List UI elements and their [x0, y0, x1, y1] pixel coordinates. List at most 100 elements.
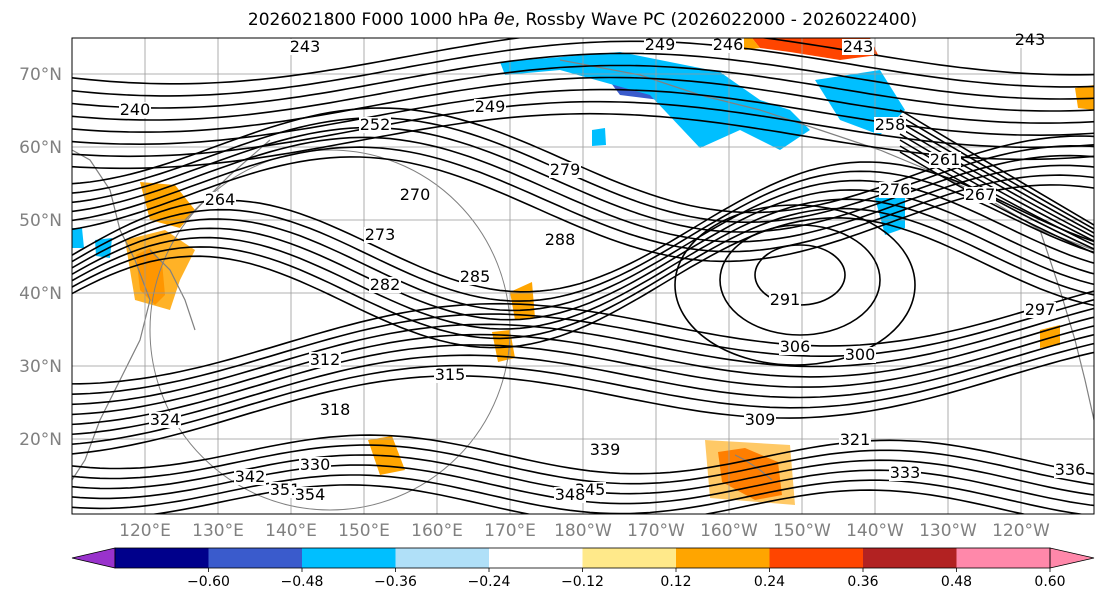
- contour-east-bundle-1: [899, 115, 1094, 230]
- colorbar-segment-1: [208, 548, 303, 568]
- colorbar-tick-label: 0.36: [847, 574, 878, 590]
- contour-label-bg: [554, 487, 586, 503]
- colorbar: −0.60 −0.48 −0.36 −0.24 −0.12 0.12 0.24 0.36 0.4…: [71, 547, 1095, 590]
- contour-label-bg: [269, 482, 301, 498]
- contour-label-bg: [289, 39, 321, 55]
- contour-label: 306: [780, 337, 811, 356]
- colorbar-tick-label: 0.60: [1034, 574, 1065, 590]
- contour-north-4: [72, 76, 1094, 133]
- lat-label: 20°N: [19, 430, 62, 450]
- lat-label: 60°N: [19, 138, 62, 158]
- map-title: 2026021800 F000 1000 hPa θe, Rossby Wave…: [0, 10, 1105, 30]
- colorbar-segment-7: [769, 548, 864, 568]
- contour-jet-5: [72, 207, 1094, 340]
- contour-label: 348: [555, 485, 586, 504]
- contour-label-bg: [929, 152, 961, 168]
- contour-tropical-5: [149, 484, 1027, 514]
- contour-label-bg: [889, 465, 921, 481]
- contour-label-bg: [549, 162, 581, 178]
- lat-label: 50°N: [19, 211, 62, 231]
- contour-label-bg: [434, 367, 466, 383]
- title-main: 2026021800 F000 1000 hPa: [247, 10, 494, 30]
- contour-label: 246: [713, 35, 744, 54]
- contour-label-bg: [1054, 462, 1086, 478]
- colorbar-tick-label: 0.48: [941, 574, 972, 590]
- contour-label: 270: [400, 185, 431, 204]
- title-rest: , Rossby Wave PC (2026022000 - 202602240…: [514, 10, 918, 30]
- contour-jet-4: [72, 198, 1094, 330]
- contour-subtropical-2: [72, 307, 1094, 406]
- contour-label-bg: [842, 39, 874, 55]
- contour-label-bg: [149, 412, 181, 428]
- contour-closed-low-outer: [674, 204, 916, 366]
- lon-label: 120°E: [119, 521, 171, 541]
- contour-label-group: 240 243 246 249 243 243 252 249 258 261 264 267 270 2…: [119, 30, 1086, 504]
- lon-label: 130°W: [919, 521, 977, 541]
- contour-label-bg: [294, 487, 326, 503]
- lon-label: 160°E: [411, 521, 463, 541]
- contour-label: 288: [545, 230, 576, 249]
- contour-jet-1: [72, 170, 1094, 302]
- colorbar-extend-min: [71, 547, 116, 569]
- contour-label: 249: [645, 35, 676, 54]
- contour-label-bg: [644, 37, 676, 53]
- contour-label-bg: [844, 347, 876, 363]
- contour-label-bg: [874, 117, 906, 133]
- contour-label: 324: [150, 410, 181, 429]
- contour-label-bg: [299, 457, 331, 473]
- contour-label: 342: [235, 467, 266, 486]
- colorbar-tick-label: −0.12: [561, 574, 604, 590]
- contour-label: 258: [875, 115, 906, 134]
- contour-label-bg: [879, 182, 911, 198]
- shade-negative-small: [592, 128, 606, 146]
- contour-label-bg: [234, 469, 266, 485]
- contour-label-bg: [1024, 302, 1056, 318]
- contour-tropical-4: [72, 474, 1086, 514]
- contour-label: 300: [845, 345, 876, 364]
- contour-label-bg: [1014, 32, 1046, 48]
- contour-label: 318: [320, 400, 351, 419]
- contour-north-0: [72, 38, 1094, 85]
- lon-label: 150°E: [338, 521, 390, 541]
- lon-label: 140°W: [846, 521, 904, 541]
- contour-label: 339: [590, 440, 621, 459]
- colorbar-extend-max: [1049, 547, 1095, 569]
- contour-label: 264: [205, 190, 236, 209]
- contour-east-bundle-3: [899, 127, 1094, 238]
- contour-east-bundle-4: [899, 133, 1094, 242]
- contour-subtropical-0: [72, 290, 1094, 385]
- contour-jet-2: [72, 179, 1094, 312]
- contour-midlat-3: [72, 136, 1094, 243]
- contour-label: 285: [460, 267, 491, 286]
- latitude-labels: 70°N 60°N 50°N 40°N 30°N 20°N: [19, 65, 62, 450]
- colorbar-segment-8: [863, 548, 957, 568]
- contour-label: 240: [120, 100, 151, 119]
- colorbar-tick-label: −0.36: [374, 574, 417, 590]
- lon-label: 150°W: [773, 521, 831, 541]
- lat-label: 40°N: [19, 284, 62, 304]
- contour-label-bg: [369, 277, 401, 293]
- contour-midlat-4: [72, 146, 1094, 253]
- contour-label-bg: [359, 117, 391, 133]
- lon-label: 140°E: [265, 521, 317, 541]
- contour-label: 243: [1015, 30, 1046, 49]
- contour-midlat-1: [72, 116, 1094, 223]
- contour-midlat-2: [72, 126, 1094, 233]
- colorbar-segment-9: [956, 548, 1051, 568]
- colorbar-tick-label: −0.24: [468, 574, 511, 590]
- lon-label: 120°W: [992, 521, 1050, 541]
- contour-label: 276: [880, 180, 911, 199]
- contour-label-bg: [364, 227, 396, 243]
- contour-label: 297: [1025, 300, 1056, 319]
- contour-label-bg: [309, 352, 341, 368]
- contour-label: 336: [1055, 460, 1086, 479]
- colorbar-tick-label: −0.48: [281, 574, 324, 590]
- lon-label: 160°W: [700, 521, 758, 541]
- colorbar-segment-3: [395, 548, 490, 568]
- colorbar-segment-5: [582, 548, 677, 568]
- contour-subtropical-4: [72, 325, 1094, 426]
- contour-east-bundle-6: [899, 145, 1094, 250]
- contour-east-bundle-0: [899, 109, 1094, 226]
- contour-label-bg: [779, 339, 811, 355]
- contour-label-bg: [459, 269, 491, 285]
